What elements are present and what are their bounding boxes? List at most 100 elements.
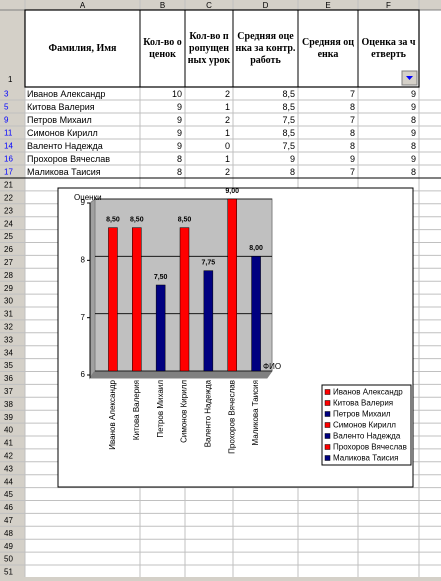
row-number: 30 bbox=[4, 297, 13, 306]
row-number: 9 bbox=[4, 116, 9, 125]
cell-text: 8 bbox=[350, 141, 355, 151]
legend-swatch bbox=[324, 455, 331, 461]
cell-text: 2 bbox=[225, 167, 230, 177]
row-number: 41 bbox=[4, 439, 13, 448]
row-header-band bbox=[0, 0, 25, 581]
cell-text: 8 bbox=[411, 167, 416, 177]
row-number: 51 bbox=[4, 568, 13, 577]
cell-text: Китова Валерия bbox=[27, 102, 95, 112]
row-number: 44 bbox=[4, 477, 13, 486]
cell-text: 9 bbox=[177, 102, 182, 112]
header-cell: Средняя оценка bbox=[302, 36, 354, 60]
x-tick-label: Валенто Надежда bbox=[203, 379, 212, 447]
legend-box bbox=[321, 384, 412, 466]
row-number: 39 bbox=[4, 413, 13, 422]
cell-text: 2 bbox=[225, 89, 230, 99]
data-label: 7,75 bbox=[202, 260, 216, 267]
cell-text: 9 bbox=[411, 154, 416, 164]
legend-label: Валенто Надежда bbox=[333, 432, 401, 441]
row-number: 32 bbox=[4, 322, 13, 331]
header-border bbox=[24, 9, 420, 88]
header-cell: Кол-во пропущенных урок bbox=[187, 30, 231, 66]
row-number: 45 bbox=[4, 490, 13, 499]
legend-label: Китова Валерия bbox=[333, 399, 393, 408]
bar bbox=[132, 227, 142, 372]
cell-text: 9 bbox=[177, 128, 182, 138]
row-number: 24 bbox=[4, 219, 13, 228]
cell-text: 2 bbox=[225, 115, 230, 125]
x-tick-label: Петров Михаил bbox=[156, 380, 165, 438]
legend-label: Маликова Таисия bbox=[333, 454, 398, 463]
sheet-tabs bbox=[0, 577, 441, 581]
row-number: 40 bbox=[4, 426, 13, 435]
row-number: 28 bbox=[4, 271, 13, 280]
row-number: 5 bbox=[4, 103, 9, 112]
cell-text: 8 bbox=[177, 154, 182, 164]
cell-text: 8 bbox=[177, 167, 182, 177]
cell-text: 9 bbox=[350, 154, 355, 164]
row-number: 37 bbox=[4, 387, 13, 396]
x-tick-label: Прохоров Вячеслав bbox=[227, 380, 236, 454]
row-number: 22 bbox=[4, 193, 13, 202]
row-number: 38 bbox=[4, 400, 13, 409]
cell-text: Иванов Александр bbox=[27, 89, 105, 99]
header-text: Кол-во пропущенных урок bbox=[187, 30, 231, 66]
legend-swatch bbox=[324, 444, 331, 450]
header-cell: Средняя оценка за контр. работь bbox=[235, 30, 296, 66]
column-letter: A bbox=[80, 1, 86, 10]
cell-text: Симонов Кирилл bbox=[27, 128, 98, 138]
bar bbox=[108, 227, 118, 372]
y-tick-label: 8 bbox=[81, 255, 86, 264]
column-header-band bbox=[0, 0, 441, 10]
cell-text: 10 bbox=[172, 89, 182, 99]
cell-text: 0 bbox=[225, 141, 230, 151]
y-tick-label: 9 bbox=[81, 198, 86, 207]
cell-text: 1 bbox=[225, 128, 230, 138]
filter-arrow bbox=[406, 76, 413, 80]
column-letter: F bbox=[386, 1, 391, 10]
cell-text: 9 bbox=[177, 141, 182, 151]
cell-text: 9 bbox=[411, 89, 416, 99]
header-text: Средняя оценка за контр. работь bbox=[235, 30, 296, 66]
legend-swatch bbox=[324, 400, 331, 406]
row-number: 17 bbox=[4, 168, 13, 177]
row-number: 35 bbox=[4, 361, 13, 370]
legend-swatch bbox=[324, 422, 331, 428]
cell-text: 7 bbox=[350, 167, 355, 177]
row-number: 26 bbox=[4, 245, 13, 254]
row-number: 14 bbox=[4, 142, 13, 151]
row-number: 43 bbox=[4, 464, 13, 473]
cell-text: 7 bbox=[350, 89, 355, 99]
bar bbox=[203, 270, 214, 372]
row-number: 34 bbox=[4, 348, 13, 357]
legend-swatch bbox=[324, 433, 331, 439]
header-cell: Фамилия, Имя bbox=[49, 43, 117, 54]
cell-text: 9 bbox=[411, 128, 416, 138]
cell-text: 8,5 bbox=[282, 128, 295, 138]
cell-text: 8 bbox=[411, 141, 416, 151]
cell-text: 8 bbox=[290, 167, 295, 177]
header-cell: Оценка за четверть bbox=[361, 36, 416, 60]
cell-text: 9 bbox=[290, 154, 295, 164]
cell-text: Маликова Таисия bbox=[27, 167, 101, 177]
header-cell: Кол-во оценок bbox=[143, 37, 181, 60]
cell-text: 9 bbox=[177, 115, 182, 125]
data-label: 8,50 bbox=[178, 217, 192, 224]
column-letter: B bbox=[160, 1, 165, 10]
header-text: Оценка за четверть bbox=[361, 36, 416, 60]
cell-text: 8 bbox=[350, 102, 355, 112]
plot-floor bbox=[89, 370, 273, 379]
header-text: Средняя оценка bbox=[302, 36, 354, 60]
row-number: 31 bbox=[4, 310, 13, 319]
legend-label: Петров Михаил bbox=[333, 410, 391, 419]
plot-side-wall bbox=[89, 197, 96, 380]
legend-swatch bbox=[324, 389, 331, 395]
bar bbox=[251, 256, 261, 372]
cell-text: 7 bbox=[350, 115, 355, 125]
row-number: 21 bbox=[4, 181, 13, 190]
row-number: 42 bbox=[4, 451, 13, 460]
row-number: 50 bbox=[4, 555, 13, 564]
x-tick-label: Маликова Таисия bbox=[251, 380, 260, 445]
row-number: 3 bbox=[4, 90, 9, 99]
